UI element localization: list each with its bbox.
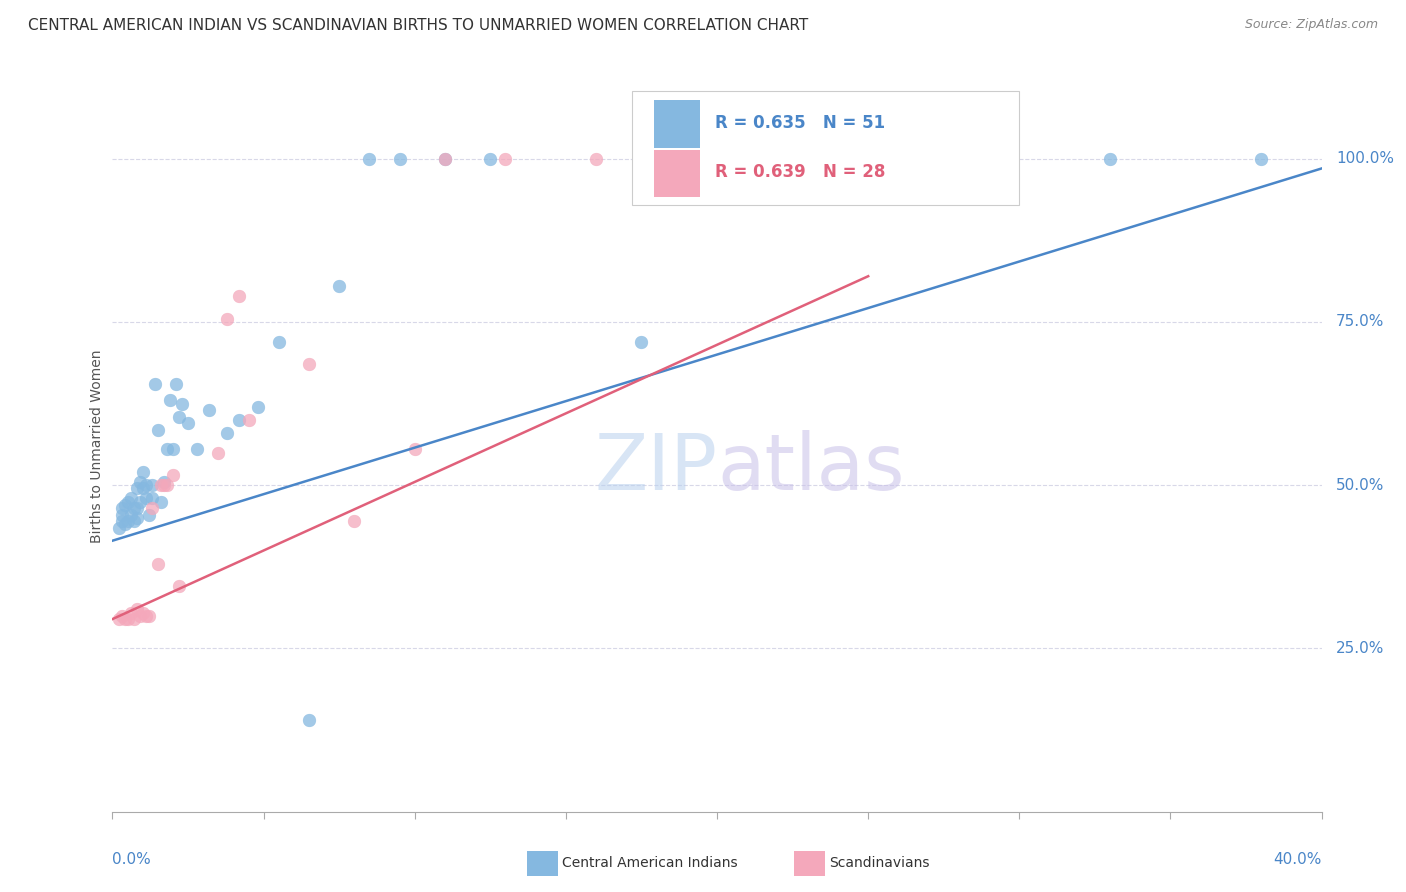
Point [246, 400, 269, 414]
Text: 0.0%: 0.0% [112, 852, 152, 867]
Point [128, 494, 150, 508]
Y-axis label: Births to Unmarried Women: Births to Unmarried Women [90, 350, 104, 542]
Text: atlas: atlas [717, 430, 904, 506]
Point [217, 425, 239, 440]
Point [132, 606, 155, 620]
Point [433, 152, 456, 166]
Point [433, 152, 456, 166]
Point [141, 478, 163, 492]
Point [167, 579, 190, 593]
Text: R = 0.639   N = 28: R = 0.639 N = 28 [714, 163, 884, 181]
Point [186, 442, 208, 457]
Point [114, 498, 136, 512]
Point [167, 409, 190, 424]
Point [343, 514, 366, 528]
Point [125, 501, 148, 516]
Point [298, 357, 321, 371]
Point [120, 491, 142, 506]
Point [114, 612, 136, 626]
Point [238, 413, 260, 427]
Text: 25.0%: 25.0% [1336, 641, 1385, 656]
FancyBboxPatch shape [633, 91, 1019, 204]
Text: Central American Indians: Central American Indians [562, 856, 738, 871]
Text: 75.0%: 75.0% [1336, 314, 1385, 329]
Point [120, 606, 142, 620]
Point [114, 517, 136, 532]
Point [153, 478, 176, 492]
Point [495, 152, 517, 166]
Point [122, 514, 145, 528]
Point [110, 514, 132, 528]
Point [135, 608, 157, 623]
Point [156, 442, 179, 457]
Point [146, 557, 169, 571]
Point [107, 521, 129, 535]
Point [117, 494, 139, 508]
Point [125, 602, 148, 616]
Point [228, 413, 250, 427]
Point [1250, 152, 1272, 166]
Point [122, 501, 145, 516]
Point [110, 501, 132, 516]
Point [125, 511, 148, 525]
Text: Source: ZipAtlas.com: Source: ZipAtlas.com [1244, 18, 1378, 31]
Point [143, 376, 166, 391]
Point [177, 416, 200, 430]
Point [117, 514, 139, 528]
Point [117, 612, 139, 626]
Point [948, 152, 970, 166]
Point [479, 152, 502, 166]
Point [146, 423, 169, 437]
Point [165, 376, 187, 391]
Text: CENTRAL AMERICAN INDIAN VS SCANDINAVIAN BIRTHS TO UNMARRIED WOMEN CORRELATION CH: CENTRAL AMERICAN INDIAN VS SCANDINAVIAN … [28, 18, 808, 33]
Point [207, 445, 229, 459]
Point [122, 612, 145, 626]
Text: 100.0%: 100.0% [1336, 151, 1395, 166]
Point [132, 482, 155, 496]
Point [141, 501, 163, 516]
Point [585, 152, 607, 166]
Point [128, 608, 150, 623]
Point [138, 508, 160, 522]
Point [359, 152, 381, 166]
Point [388, 152, 411, 166]
Point [138, 608, 160, 623]
Point [267, 334, 290, 349]
Text: Scandinavians: Scandinavians [830, 856, 929, 871]
Point [328, 279, 350, 293]
Point [132, 465, 155, 479]
Point [404, 442, 426, 457]
Point [162, 468, 184, 483]
Text: 50.0%: 50.0% [1336, 478, 1385, 492]
Point [128, 475, 150, 489]
Point [228, 289, 250, 303]
Point [198, 403, 221, 417]
Point [110, 608, 132, 623]
Bar [654, 150, 700, 197]
Point [149, 494, 172, 508]
Point [159, 393, 181, 408]
Point [162, 442, 184, 457]
Point [1098, 152, 1121, 166]
Point [298, 714, 321, 728]
Point [110, 508, 132, 522]
Point [153, 475, 176, 489]
Point [149, 478, 172, 492]
Point [125, 482, 148, 496]
Point [156, 478, 179, 492]
Point [630, 334, 652, 349]
Bar [654, 100, 700, 147]
Text: R = 0.635   N = 51: R = 0.635 N = 51 [714, 113, 884, 132]
Text: 40.0%: 40.0% [1274, 852, 1322, 867]
Point [170, 396, 193, 410]
Point [135, 478, 157, 492]
Text: ZIP: ZIP [595, 430, 717, 506]
Point [141, 491, 163, 506]
Point [107, 612, 129, 626]
Point [135, 491, 157, 506]
Point [217, 311, 239, 326]
Point [120, 508, 142, 522]
